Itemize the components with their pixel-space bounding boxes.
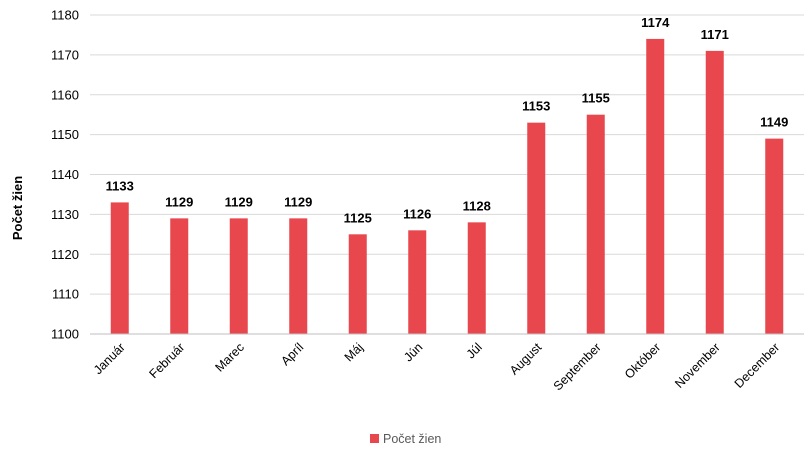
legend[interactable]: Počet žien [370,432,441,446]
data-label: 1129 [225,194,253,209]
bars [110,38,784,335]
x-tick-label: Február [147,340,188,381]
data-label: 1171 [701,27,729,42]
x-tick-label: Marec [212,340,246,374]
y-tick-label: 1180 [51,8,79,23]
x-tick-label: August [507,340,545,378]
data-label: 1155 [582,91,610,106]
y-tick-label: 1100 [51,327,79,342]
x-tick-label: September [551,340,604,393]
y-tick-label: 1120 [51,247,79,262]
bar[interactable] [467,222,486,334]
y-tick-label: 1110 [52,287,79,302]
data-label: 1128 [463,198,491,213]
axes: 1100 1110 1120 1130 1140 1150 1160 1170 1180 Janu… [51,8,804,393]
y-tick-label: 1170 [51,47,79,62]
x-tick-label: Júl [464,340,485,361]
data-label: 1153 [522,99,550,114]
data-label: 1129 [165,194,193,209]
bar[interactable] [408,230,427,334]
bar[interactable] [586,114,605,334]
data-label: 1125 [344,210,372,225]
data-label: 1133 [106,178,134,193]
bar[interactable] [170,218,189,334]
bar[interactable] [110,202,129,334]
y-tick-label: 1160 [51,87,79,102]
bar[interactable] [765,138,784,334]
data-label: 1149 [760,115,788,130]
x-tick-label: Apríl [278,340,306,368]
bar[interactable] [646,38,665,335]
bar[interactable] [348,234,367,334]
y-tick-label: 1140 [51,167,79,182]
x-tick-label: Október [622,340,663,381]
bar[interactable] [289,218,308,334]
y-tick-label: 1130 [51,207,79,222]
data-label: 1126 [403,206,431,221]
x-tick-label: December [732,340,783,391]
data-labels: 1133 1129 1129 1129 1125 1126 1128 1153 1155 1174… [106,15,789,225]
x-tick-label: Január [91,340,128,377]
y-axis-title: Počet žien [10,176,25,240]
legend-label: Počet žien [383,432,441,446]
x-tick-label: Máj [342,340,366,364]
bar[interactable] [229,218,248,334]
legend-swatch [370,434,379,443]
y-tick-label: 1150 [51,127,79,142]
gridlines [90,14,804,335]
x-tick-label: November [672,340,723,391]
data-label: 1174 [641,15,670,30]
bar[interactable] [527,122,546,334]
x-tick-label: Jún [401,340,425,364]
data-label: 1129 [284,194,312,209]
bar[interactable] [705,50,724,334]
